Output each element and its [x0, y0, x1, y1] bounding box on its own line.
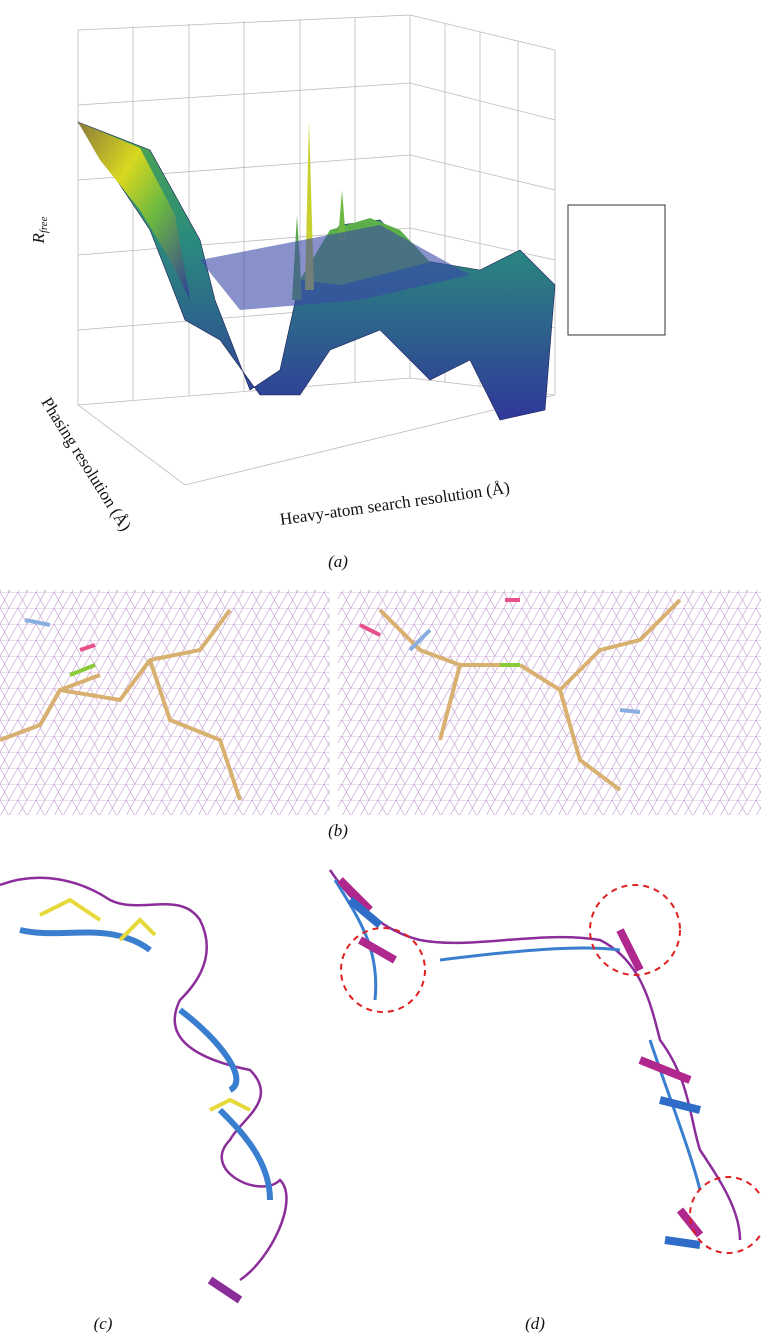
panel-label: (c) [94, 1314, 113, 1333]
legend-box [567, 204, 666, 336]
density-maps [0, 590, 761, 815]
surface [77, 120, 556, 421]
panel-label: (a) [328, 552, 348, 571]
z-axis-symbol: R [29, 233, 48, 245]
z-axis-label: Rfree [29, 216, 50, 244]
panel-label: (d) [525, 1314, 545, 1333]
y-axis-label: Phasing resolution (Å) [38, 394, 136, 535]
x-axis-label: Heavy-atom search resolution (Å) [279, 478, 511, 529]
ribbon-c [0, 876, 288, 1304]
ribbon-d [328, 869, 761, 1254]
panel-label: (b) [328, 821, 348, 840]
z-axis-subscript: free [38, 216, 50, 233]
